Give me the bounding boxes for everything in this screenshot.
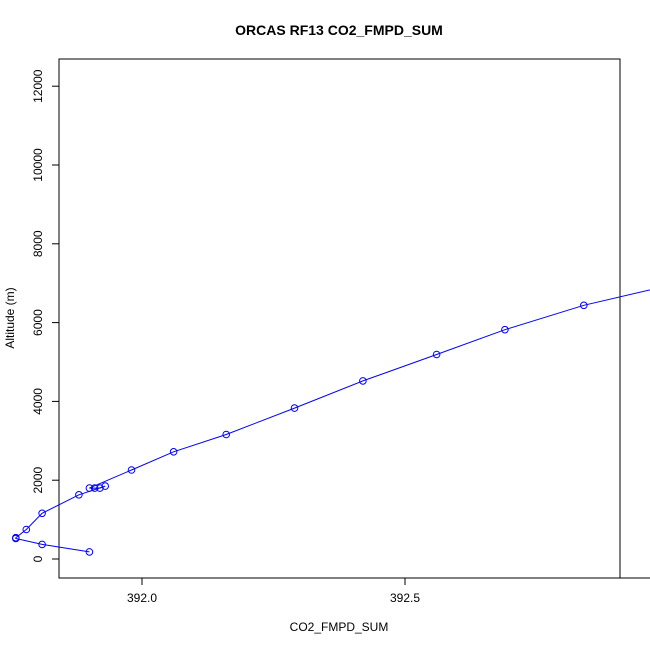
y-tick-label: 10000 [31,148,45,182]
data-points [12,301,588,556]
x-axis-label: CO2_FMPD_SUM [290,620,389,634]
data-point [580,301,588,310]
y-tick-label: 0 [31,555,45,562]
chart-title: ORCAS RF13 CO2_FMPD_SUM [235,22,443,38]
y-tick-label: 6000 [31,309,45,336]
data-point [290,404,299,412]
data-point [90,484,99,492]
data-point [127,466,136,474]
y-tick-label: 4000 [31,388,45,415]
data-point [96,484,104,492]
data-point [501,325,509,334]
y-tick-label: 12000 [31,69,45,103]
x-tick-label: 392.5 [390,591,420,605]
data-point [359,377,367,385]
data-point [22,525,31,534]
data-point [38,540,46,549]
y-axis-label: Altitude (m) [3,287,17,348]
y-tick-label: 8000 [31,230,45,257]
series-line [15,289,650,553]
data-point [85,484,94,492]
x-tick-label: 392.0 [127,591,157,605]
data-point [38,509,46,518]
y-tick-label: 2000 [31,467,45,494]
y-axis: 0 2000 4000 6000 8000 10000 12000 [31,69,60,562]
data-point [432,350,441,359]
data-point [85,548,94,556]
data-point [12,533,20,542]
plot-frame [58,58,621,579]
data-point [222,430,230,439]
data-point [101,482,109,490]
data-point [75,491,83,499]
data-point [169,448,178,456]
